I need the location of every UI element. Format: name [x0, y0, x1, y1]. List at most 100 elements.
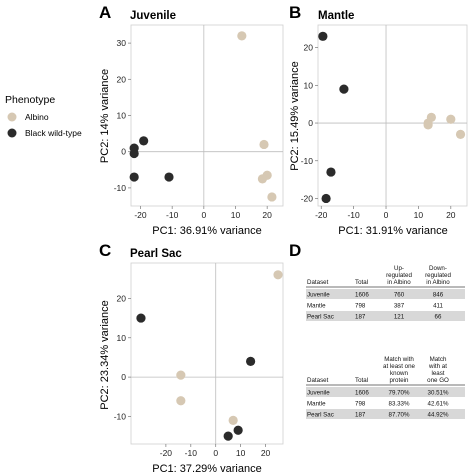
panel-b-point-black-wild-type: [326, 167, 336, 177]
legend-albino-label: Albino: [25, 112, 49, 122]
panel-d-tables: D Dataset Total Up-regulated in Albino Down-…: [289, 241, 465, 419]
panel-b-xtick-label: 20: [446, 210, 456, 220]
panel-b-ytick-label: -10: [301, 156, 314, 166]
table-2-header: Total: [355, 377, 368, 384]
panel-a-point-black-wild-type: [139, 136, 149, 146]
panel-c-xtick-label: 0: [213, 448, 218, 458]
table-2-cell: 30.51%: [428, 389, 449, 396]
table-1-cell: 387: [394, 302, 405, 309]
legend-title: Phenotype: [5, 94, 55, 106]
panel-b-point-albino: [455, 129, 466, 139]
table-1-cell: 1606: [355, 291, 369, 298]
legend-albino-swatch: [7, 112, 17, 122]
table-2-header: Dataset: [307, 377, 329, 384]
panel-b-xtick-label: -10: [347, 210, 360, 220]
panel-c-plot-frame: [130, 262, 284, 445]
panel-b-plot-frame: [317, 24, 468, 207]
legend: Phenotype Albino Black wild-type: [5, 94, 82, 138]
panel-b-ylabel: PC2: 15.49% variance: [289, 61, 301, 170]
panel-a-xtick-label: 10: [231, 210, 241, 220]
table-2-cell: 83.33%: [389, 400, 410, 407]
panel-d-letter: D: [289, 241, 301, 260]
panel-a-ytick-label: -10: [114, 183, 127, 193]
panel-a-point-albino: [237, 31, 247, 41]
panel-b-xtick-label: 10: [414, 210, 424, 220]
table-2-cell: 87.70%: [389, 411, 410, 418]
table-2-cell: 1606: [355, 389, 369, 396]
table-1-cell: 798: [355, 302, 366, 309]
panel-a-xlabel: PC1: 36.91% variance: [152, 225, 261, 237]
table-2-cell: 44.92%: [428, 411, 449, 418]
table-1-cell: 121: [394, 313, 405, 320]
panel-b-mantle: B Mantle PC1: 31.91% variance PC2: 15.49…: [289, 3, 468, 237]
table-1-cell: 760: [394, 291, 405, 298]
panel-b-ytick-label: 20: [304, 43, 314, 53]
panel-a-title: Juvenile: [130, 10, 176, 22]
panel-c-pearl-sac: C Pearl Sac PC1: 37.29% variance PC2: 23…: [99, 241, 284, 474]
table-2-row-shade: [306, 409, 465, 419]
panel-b-xtick-label: -20: [315, 210, 328, 220]
table-2-cell: Juvenile: [307, 389, 330, 396]
table-1-header: Down-regulated in Albino: [425, 265, 451, 286]
table-1-cell: Juvenile: [307, 291, 330, 298]
panel-a-ytick-label: 10: [117, 111, 127, 121]
panel-b-point-black-wild-type: [339, 84, 349, 94]
panel-c-point-black-wild-type: [223, 431, 233, 441]
panel-b-ytick-label: 0: [308, 118, 313, 128]
table-2-row-shade: [306, 387, 465, 397]
panel-c-ytick-label: -10: [114, 411, 127, 421]
table-1-cell: 66: [435, 313, 442, 320]
panel-a-xtick-label: 0: [201, 210, 206, 220]
legend-black-swatch: [7, 128, 17, 138]
table-2-cell: Pearl Sac: [307, 411, 334, 418]
table-2-cell: 798: [355, 400, 366, 407]
panel-a-point-albino: [262, 170, 272, 180]
panel-b-point-albino: [423, 118, 433, 128]
panel-a-point-black-wild-type: [129, 172, 139, 182]
table-2-cell: 187: [355, 411, 366, 418]
table-2-cell: 42.61%: [428, 400, 449, 407]
table-1-cell: 846: [433, 291, 444, 298]
panel-c-ytick-label: 0: [121, 372, 126, 382]
table-1-cell: Mantle: [307, 302, 326, 309]
panel-c-xtick-label: -20: [160, 448, 173, 458]
table-1-header: Total: [355, 279, 368, 286]
table-1-row-shade: [306, 311, 465, 321]
panel-b-point-black-wild-type: [318, 31, 328, 41]
panel-a-point-albino: [259, 139, 269, 150]
table-2-header: Match with at least one known protein: [383, 356, 416, 384]
table-1-cell: 187: [355, 313, 366, 320]
panel-a-ytick-label: 30: [117, 38, 127, 48]
panel-c-point-albino: [273, 270, 283, 280]
table-1-cell: Pearl Sac: [307, 313, 334, 320]
panel-a-point-albino: [267, 192, 277, 202]
table-2-cell: Mantle: [307, 400, 326, 407]
panel-b-point-black-wild-type: [321, 193, 331, 204]
panel-a-xtick-label: -20: [134, 210, 147, 220]
panel-c-point-black-wild-type: [233, 425, 243, 435]
table-2-header: Match with at least one GO: [427, 356, 449, 384]
panel-a-point-black-wild-type: [164, 172, 174, 182]
panel-a-juvenile: A Juvenile PC1: 36.91% variance PC2: 14%…: [99, 3, 284, 237]
panel-b-xtick-label: 0: [384, 210, 389, 220]
panel-b-ytick-label: 10: [304, 80, 314, 90]
panel-b-letter: B: [289, 3, 301, 22]
panel-c-point-black-wild-type: [246, 356, 256, 366]
panel-c-ytick-label: 20: [117, 293, 127, 303]
table-1-cell: 411: [433, 302, 443, 309]
panel-c-point-black-wild-type: [136, 313, 146, 323]
panel-c-ylabel: PC2: 23.34% variance: [99, 300, 111, 409]
panel-c-xtick-label: -10: [185, 448, 198, 458]
panel-b-ytick-label: -20: [301, 193, 314, 203]
panel-a-xtick-label: -10: [166, 210, 179, 220]
panel-a-ytick-label: 0: [121, 147, 126, 157]
table-1-header: Dataset: [307, 279, 329, 286]
panel-c-point-albino: [176, 370, 186, 380]
panel-b-title: Mantle: [318, 10, 354, 22]
panel-c-xtick-label: 10: [236, 448, 246, 458]
panel-c-point-albino: [228, 415, 238, 425]
panel-a-letter: A: [99, 3, 111, 22]
legend-black-label: Black wild-type: [25, 128, 82, 138]
panel-b-xlabel: PC1: 31.91% variance: [338, 225, 447, 237]
